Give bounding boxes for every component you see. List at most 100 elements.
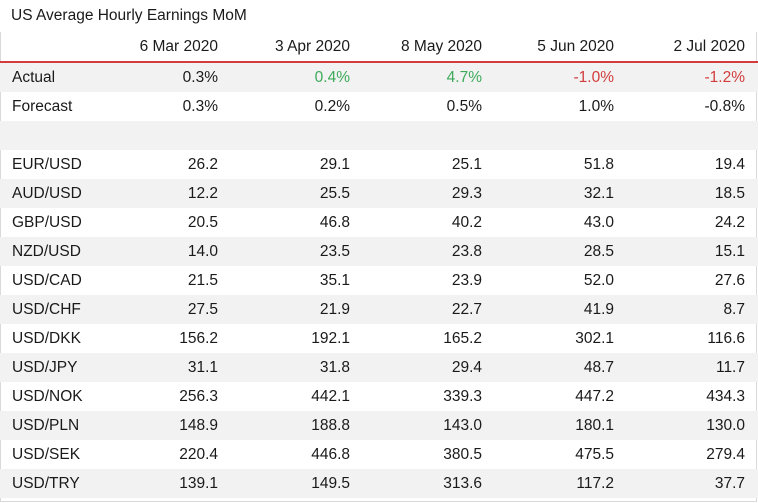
table-cell: [231, 121, 363, 150]
row-label: GBP/USD: [12, 213, 82, 231]
table-cell: -1.2%: [627, 62, 758, 92]
table-cell: [627, 121, 758, 150]
table-row: USD/NOK 256.3 442.1 339.3 447.2 434.3: [0, 382, 758, 411]
table-cell: 339.3: [443, 387, 482, 405]
header-row: 6 Mar 2020 3 Apr 2020 8 May 2020 5 Jun 2…: [0, 32, 758, 63]
table-cell: [495, 121, 627, 150]
table-row: NZD/USD 14.0 23.5 23.8 28.5 15.1: [0, 237, 758, 266]
column-header: 6 Mar 2020: [102, 32, 231, 63]
table-cell: 27.5: [102, 295, 231, 324]
column-header: 5 Jun 2020: [495, 32, 627, 63]
table-cell: 188.8: [231, 411, 363, 440]
table-row: EUR/USD 26.2 29.1 25.1 51.8 19.4: [0, 150, 758, 179]
table-cell: 143.0: [363, 411, 495, 440]
table-row: [0, 121, 758, 150]
table-cell: 21.5: [187, 271, 218, 289]
table-cell: 43.0: [583, 213, 614, 231]
table-cell: 25.5: [231, 179, 363, 208]
table-cell: 11.7: [627, 353, 758, 382]
table-row: USD/PLN 148.9 188.8 143.0 180.1 130.0: [0, 411, 758, 440]
row-label: USD/DKK: [12, 329, 81, 347]
table-cell: 29.3: [363, 179, 495, 208]
table-cell: 22.7: [363, 295, 495, 324]
header-corner: [0, 32, 102, 63]
table-cell: 180.1: [495, 411, 627, 440]
table-cell: 0.4%: [231, 62, 363, 92]
table-cell: 0.3%: [102, 62, 231, 92]
table-cell: 14.0: [102, 237, 231, 266]
table-cell: 130.0: [627, 411, 758, 440]
table-cell: [363, 121, 495, 150]
table-cell: 31.1: [102, 353, 231, 382]
table-cell: 32.1: [495, 179, 627, 208]
table-cell: 26.2: [187, 155, 218, 173]
table-cell: 41.9: [495, 295, 627, 324]
table-cell: 442.1: [311, 387, 350, 405]
table-row: USD/SEK 220.4 446.8 380.5 475.5 279.4: [0, 440, 758, 469]
table-cell: 302.1: [575, 329, 614, 347]
table-row: USD/CAD 21.5 35.1 23.9 52.0 27.6: [0, 266, 758, 295]
table-cell: 20.5: [187, 213, 218, 231]
column-header: 8 May 2020: [363, 32, 495, 63]
table-cell: 29.4: [363, 353, 495, 382]
table-title: US Average Hourly Earnings MoM: [11, 7, 247, 24]
table-cell: 148.9: [102, 411, 231, 440]
table-row: USD/JPY 31.1 31.8 29.4 48.7 11.7: [0, 353, 758, 382]
table-cell: 48.7: [495, 353, 627, 382]
table-row: USD/TRY 139.1 149.5 313.6 117.2 37.7: [0, 469, 758, 498]
table-cell: 220.4: [179, 445, 218, 463]
table-cell: 51.8: [583, 155, 614, 173]
row-label: EUR/USD: [12, 155, 82, 173]
row-label: Actual: [0, 62, 102, 92]
table-cell: 256.3: [179, 387, 218, 405]
table-cell: 447.2: [575, 387, 614, 405]
table-cell: 25.1: [451, 155, 482, 173]
table-cell: 23.5: [231, 237, 363, 266]
table-cell: 35.1: [319, 271, 350, 289]
table-cell: 117.2: [495, 469, 627, 498]
row-label: USD/TRY: [0, 469, 102, 498]
table-cell: 18.5: [627, 179, 758, 208]
table-cell: [102, 121, 231, 150]
table-cell: 139.1: [102, 469, 231, 498]
table-cell: 0.5%: [446, 97, 482, 115]
table-cell: 156.2: [179, 329, 218, 347]
row-label: AUD/USD: [0, 179, 102, 208]
table-cell: 165.2: [443, 329, 482, 347]
column-header: 2 Jul 2020: [627, 32, 758, 63]
row-label: USD/SEK: [12, 445, 81, 463]
table-row: USD/DKK 156.2 192.1 165.2 302.1 116.6: [0, 324, 758, 353]
table-cell: 23.8: [363, 237, 495, 266]
table-row: Forecast 0.3% 0.2% 0.5% 1.0% -0.8%: [0, 92, 758, 121]
table-frame: [0, 32, 757, 502]
table-cell: 29.1: [319, 155, 350, 173]
row-label: NZD/USD: [0, 237, 102, 266]
table-cell: 434.3: [706, 387, 745, 405]
table-cell: 31.8: [231, 353, 363, 382]
table-cell: 21.9: [231, 295, 363, 324]
table-cell: -1.0%: [495, 62, 627, 92]
row-label: USD/CHF: [0, 295, 102, 324]
table-cell: 23.9: [451, 271, 482, 289]
table-cell: 0.3%: [182, 97, 218, 115]
earnings-table: 6 Mar 2020 3 Apr 2020 8 May 2020 5 Jun 2…: [0, 32, 758, 498]
table-cell: 4.7%: [363, 62, 495, 92]
row-label: [0, 121, 102, 150]
table-cell: -0.8%: [704, 97, 746, 115]
table-cell: 37.7: [627, 469, 758, 498]
table-cell: 19.4: [714, 155, 745, 173]
row-label: USD/PLN: [0, 411, 102, 440]
table-cell: 446.8: [311, 445, 350, 463]
table-cell: 12.2: [102, 179, 231, 208]
row-label: USD/NOK: [12, 387, 83, 405]
table-cell: 15.1: [627, 237, 758, 266]
table-cell: 116.6: [707, 329, 745, 347]
table-row: GBP/USD 20.5 46.8 40.2 43.0 24.2: [0, 208, 758, 237]
table-cell: 0.2%: [314, 97, 350, 115]
table-cell: 28.5: [495, 237, 627, 266]
table-body: Actual 0.3% 0.4% 4.7% -1.0% -1.2% Forecast 0.3%…: [0, 62, 758, 498]
table-cell: 46.8: [319, 213, 350, 231]
table-cell: 192.1: [311, 329, 350, 347]
row-label: USD/JPY: [0, 353, 102, 382]
